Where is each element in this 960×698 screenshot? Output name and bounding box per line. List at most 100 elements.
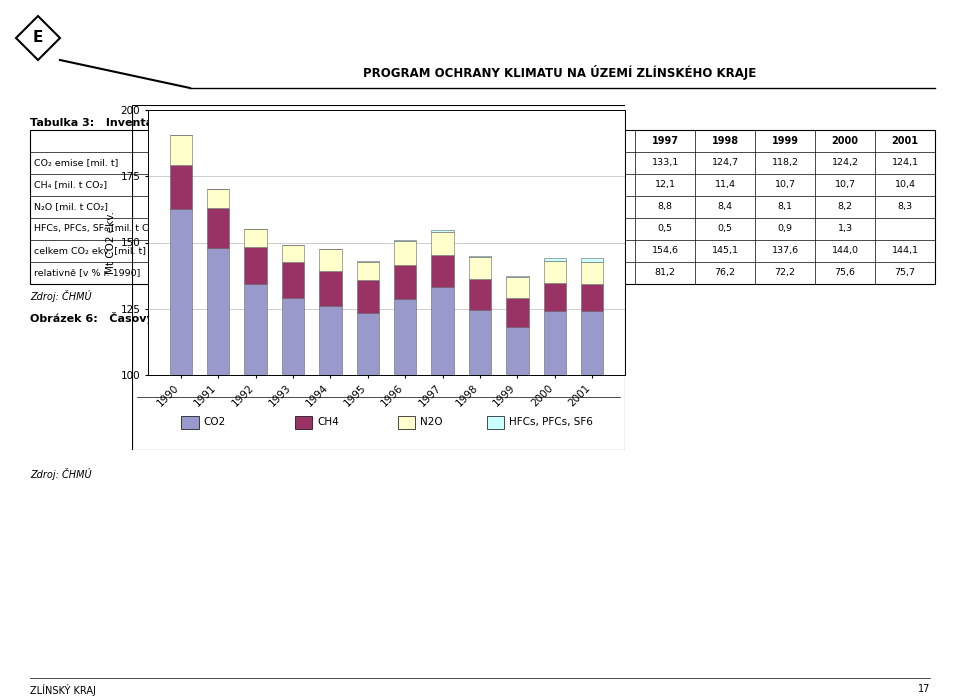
Text: 1997: 1997	[652, 136, 679, 146]
Text: 134,2: 134,2	[352, 158, 379, 168]
Text: 124,1: 124,1	[892, 158, 919, 168]
Bar	[207, 248, 229, 375]
Text: 1990: 1990	[232, 136, 259, 146]
Text: 1995: 1995	[532, 136, 559, 146]
Bar	[468, 309, 492, 375]
Text: 75,7: 75,7	[895, 269, 916, 278]
Bar	[543, 311, 566, 375]
Bar	[170, 165, 192, 209]
Text: CH₄ [mil. t CO₂]: CH₄ [mil. t CO₂]	[34, 181, 108, 189]
Bar	[506, 276, 529, 277]
Text: ZLÍNSKÝ KRAJ: ZLÍNSKÝ KRAJ	[30, 684, 96, 696]
Text: 190,5: 190,5	[232, 246, 259, 255]
Bar	[394, 240, 417, 241]
Text: 0,6: 0,6	[598, 225, 612, 234]
Text: 13,0: 13,0	[475, 181, 496, 189]
Text: 1996: 1996	[591, 136, 619, 146]
Bar	[581, 283, 603, 311]
Text: 75,0: 75,0	[535, 269, 556, 278]
Bar	[170, 209, 192, 375]
Bar	[282, 245, 304, 262]
Bar	[398, 415, 416, 429]
Text: CH4: CH4	[317, 417, 339, 427]
Bar	[356, 280, 379, 313]
Text: 14,0: 14,0	[355, 181, 376, 189]
Bar	[543, 283, 566, 311]
Text: 77,3: 77,3	[475, 269, 496, 278]
Bar	[245, 229, 267, 247]
Text: 81,2: 81,2	[655, 269, 676, 278]
Text: 8,8: 8,8	[658, 202, 673, 211]
Text: 2001: 2001	[892, 136, 919, 146]
Bar	[468, 279, 492, 309]
Text: 150,9: 150,9	[591, 246, 619, 255]
Text: 6,7: 6,7	[538, 202, 553, 211]
Text: E: E	[33, 31, 43, 45]
Text: 129,2: 129,2	[412, 158, 439, 168]
Text: PROGRAM OCHRANY KLIMATU NA ÚZEMÍ ZLÍNSKÉHO KRAJE: PROGRAM OCHRANY KLIMATU NA ÚZEMÍ ZLÍNSKÉ…	[364, 65, 756, 80]
Bar	[356, 262, 379, 280]
Text: 133,1: 133,1	[652, 158, 679, 168]
Text: 72,2: 72,2	[775, 269, 796, 278]
Bar	[431, 230, 454, 232]
Text: Obrázek 6:   Časový trend emisí skleníkových plynů v období 1990 až 2001, ČR: Obrázek 6: Časový trend emisí skleníkový…	[30, 312, 521, 324]
Text: 6,6: 6,6	[418, 202, 433, 211]
Text: 8,1: 8,1	[778, 202, 793, 211]
Text: Tabulka 3:   Inventarizace emisí skleníkových plynů za období 1990 až 2001, ČR: Tabulka 3: Inventarizace emisí skleníkov…	[30, 116, 527, 128]
Bar	[170, 135, 192, 165]
Text: 75,6: 75,6	[834, 269, 855, 278]
Bar	[581, 258, 603, 262]
Text: 1,3: 1,3	[837, 225, 852, 234]
Text: 0,9: 0,9	[778, 225, 793, 234]
Bar	[320, 306, 342, 375]
Text: 76,2: 76,2	[714, 269, 735, 278]
Bar	[181, 415, 199, 429]
Bar	[468, 257, 492, 279]
Bar	[394, 299, 417, 375]
Text: 81,5: 81,5	[355, 269, 376, 278]
Text: 0,5: 0,5	[658, 225, 673, 234]
Bar	[245, 284, 267, 375]
Bar	[431, 232, 454, 255]
Text: N₂O [mil. t CO₂]: N₂O [mil. t CO₂]	[34, 202, 108, 211]
Text: 155,2: 155,2	[352, 246, 379, 255]
Text: 10,4: 10,4	[895, 181, 916, 189]
Bar	[487, 415, 504, 429]
Text: 100,0: 100,0	[232, 269, 259, 278]
Text: 154,6: 154,6	[652, 246, 679, 255]
Bar	[207, 208, 229, 248]
Text: 149,1: 149,1	[412, 246, 439, 255]
Text: 1994: 1994	[471, 136, 499, 146]
Text: CO₂ emise [mil. t]: CO₂ emise [mil. t]	[34, 158, 118, 168]
Text: HFCs, PFCs, SF₆ [mil. t CO₂]: HFCs, PFCs, SF₆ [mil. t CO₂]	[34, 225, 163, 234]
Text: Zdroj: ČHMÚ: Zdroj: ČHMÚ	[30, 290, 91, 302]
Text: 137,6: 137,6	[772, 246, 799, 255]
Bar	[30, 130, 935, 284]
Bar	[506, 327, 529, 375]
Bar	[431, 288, 454, 375]
Text: 118,2: 118,2	[772, 158, 799, 168]
Text: 1999: 1999	[772, 136, 799, 146]
Bar	[356, 313, 379, 375]
Text: celkem CO₂ ekv. [mil. t]: celkem CO₂ ekv. [mil. t]	[34, 246, 146, 255]
Text: 11,3: 11,3	[235, 202, 256, 211]
Text: 8,2: 8,2	[837, 202, 852, 211]
Y-axis label: Mt CO2 ekv.: Mt CO2 ekv.	[107, 211, 116, 274]
Text: 123,4: 123,4	[532, 158, 559, 168]
Text: 8,3: 8,3	[478, 202, 492, 211]
Bar	[506, 277, 529, 299]
Text: 128,8: 128,8	[591, 158, 619, 168]
Text: 142,8: 142,8	[532, 246, 559, 255]
Text: 12,1: 12,1	[655, 181, 676, 189]
Bar	[207, 188, 229, 208]
Text: 89,4: 89,4	[295, 269, 316, 278]
Text: 7,0: 7,0	[358, 202, 372, 211]
Bar	[468, 255, 492, 257]
Bar	[282, 297, 304, 375]
Text: 16,8: 16,8	[235, 181, 256, 189]
Bar	[543, 261, 566, 283]
Text: 126,2: 126,2	[471, 158, 499, 168]
Text: 9,2: 9,2	[598, 202, 612, 211]
Bar	[506, 299, 529, 327]
Text: 170,3: 170,3	[292, 246, 319, 255]
